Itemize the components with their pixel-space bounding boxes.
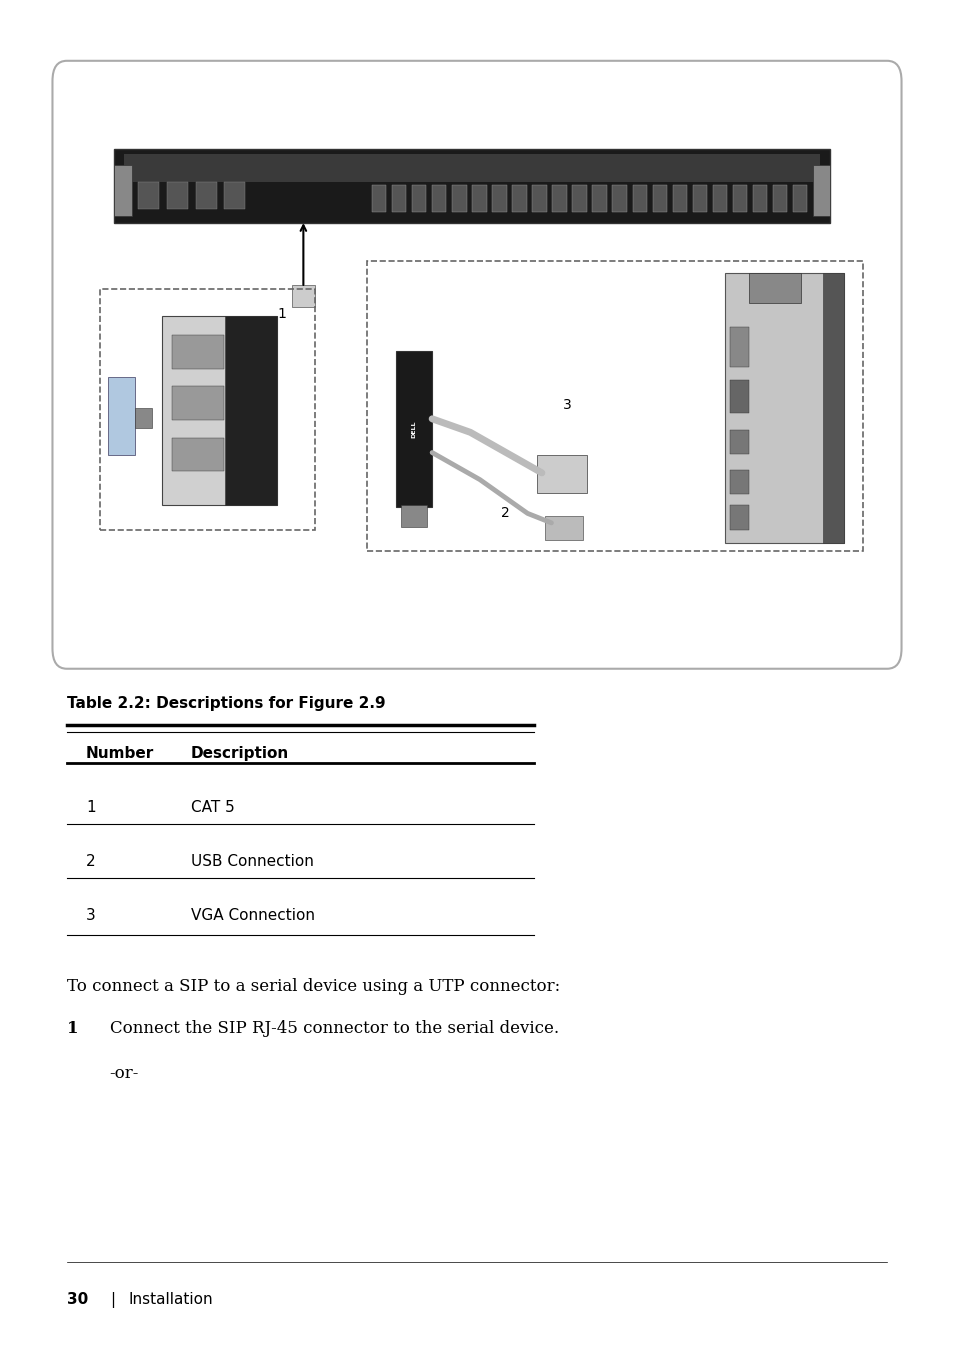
Bar [367, 261, 862, 551]
Text: 1: 1 [67, 1020, 78, 1038]
Bar [172, 438, 224, 471]
Text: -or-: -or- [110, 1065, 139, 1082]
Bar [652, 185, 666, 212]
Bar [138, 182, 159, 209]
Bar [632, 185, 646, 212]
Bar [134, 408, 152, 428]
Bar [592, 185, 606, 212]
Bar [195, 182, 216, 209]
Text: 1: 1 [276, 307, 286, 320]
Bar [452, 185, 466, 212]
Text: VGA Connection: VGA Connection [191, 908, 314, 923]
Bar [512, 185, 526, 212]
Text: Number: Number [86, 746, 154, 761]
Bar [732, 185, 746, 212]
FancyBboxPatch shape [52, 61, 901, 669]
Bar [492, 185, 506, 212]
Bar [167, 182, 188, 209]
Bar [748, 273, 801, 303]
Bar [472, 185, 486, 212]
Bar [100, 289, 314, 530]
Bar [412, 185, 426, 212]
Bar [729, 430, 748, 454]
Bar [544, 516, 582, 540]
Bar [392, 185, 406, 212]
Bar [812, 165, 829, 216]
Text: DELL: DELL [411, 420, 416, 438]
Bar [225, 316, 276, 505]
Bar [372, 185, 386, 212]
Bar [292, 285, 314, 307]
Bar [712, 185, 726, 212]
Bar [432, 185, 446, 212]
Text: CAT 5: CAT 5 [191, 800, 234, 815]
Bar [172, 335, 224, 369]
Bar [224, 182, 245, 209]
Text: Connect the SIP RJ-45 connector to the serial device.: Connect the SIP RJ-45 connector to the s… [110, 1020, 558, 1038]
Bar [532, 185, 546, 212]
Bar [162, 316, 276, 505]
Text: Installation: Installation [129, 1292, 213, 1308]
Bar [729, 380, 748, 413]
Bar [752, 185, 766, 212]
Text: |: | [110, 1292, 114, 1308]
Text: USB Connection: USB Connection [191, 854, 314, 869]
Bar [400, 505, 427, 527]
Bar [672, 185, 686, 212]
Text: To connect a SIP to a serial device using a UTP connector:: To connect a SIP to a serial device usin… [67, 978, 559, 996]
Text: 1: 1 [86, 800, 95, 815]
Bar [572, 185, 586, 212]
Bar [552, 185, 566, 212]
Bar [729, 505, 748, 530]
Text: 2: 2 [500, 507, 510, 520]
Text: Description: Description [191, 746, 289, 761]
Bar [612, 185, 626, 212]
Bar [124, 154, 820, 182]
Bar [537, 455, 586, 493]
Bar [772, 185, 786, 212]
Bar [724, 273, 843, 543]
Text: 2: 2 [86, 854, 95, 869]
Bar [729, 327, 748, 367]
Bar [395, 351, 432, 507]
Bar [114, 165, 132, 216]
Bar [114, 149, 829, 223]
Bar [172, 386, 224, 420]
Text: 3: 3 [86, 908, 95, 923]
Bar [108, 377, 134, 455]
Text: 30: 30 [67, 1292, 88, 1308]
Bar [692, 185, 706, 212]
Bar [792, 185, 806, 212]
Text: 3: 3 [562, 399, 572, 412]
Bar [729, 470, 748, 494]
Text: Table 2.2: Descriptions for Figure 2.9: Table 2.2: Descriptions for Figure 2.9 [67, 696, 385, 711]
Bar [822, 273, 843, 543]
